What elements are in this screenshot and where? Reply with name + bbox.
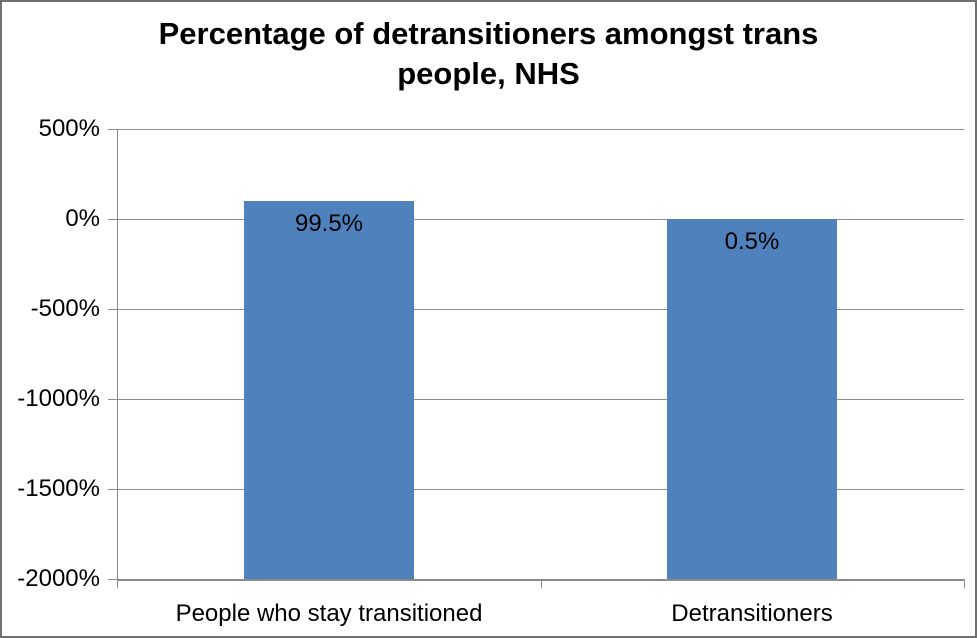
y-axis-tick--2000 [108, 579, 117, 580]
y-tick-label--1000: -1000% [17, 385, 100, 412]
y-tick-label--1500: -1500% [17, 475, 100, 502]
x-axis-tick-1 [541, 579, 542, 588]
y-axis-tick--500 [108, 309, 117, 310]
y-tick-label--2000: -2000% [17, 565, 100, 592]
x-tick-label-1: People who stay transitioned [175, 600, 483, 627]
y-axis-tick-0 [108, 219, 117, 220]
y-axis-line [117, 129, 118, 579]
y-tick-label-500: 500% [38, 115, 100, 142]
gridline--500 [117, 309, 964, 310]
chart-title: Percentage of detransitioners amongst tr… [2, 14, 975, 94]
bar-2 [667, 219, 837, 579]
chart-title-line-2: people, NHS [397, 56, 580, 91]
x-tick-label-2: Detransitioners [671, 600, 833, 627]
y-axis-tick--1500 [108, 489, 117, 490]
bar-value-label-1: 99.5% [294, 210, 364, 237]
gridline--1000 [117, 399, 964, 400]
gridline-0 [117, 219, 964, 220]
x-axis-tick-2 [964, 579, 965, 588]
y-axis-tick--1000 [108, 399, 117, 400]
x-axis-line [117, 579, 964, 581]
chart-title-line-1: Percentage of detransitioners amongst tr… [158, 16, 819, 51]
bar-1 [244, 201, 414, 579]
bar-value-label-2: 0.5% [724, 228, 780, 255]
gridline-500 [117, 129, 964, 130]
y-tick-label--500: -500% [30, 295, 100, 322]
y-axis-tick-500 [108, 129, 117, 130]
gridline--1500 [117, 489, 964, 490]
y-tick-label-0: 0% [65, 205, 100, 232]
x-axis-tick-0 [117, 579, 118, 588]
